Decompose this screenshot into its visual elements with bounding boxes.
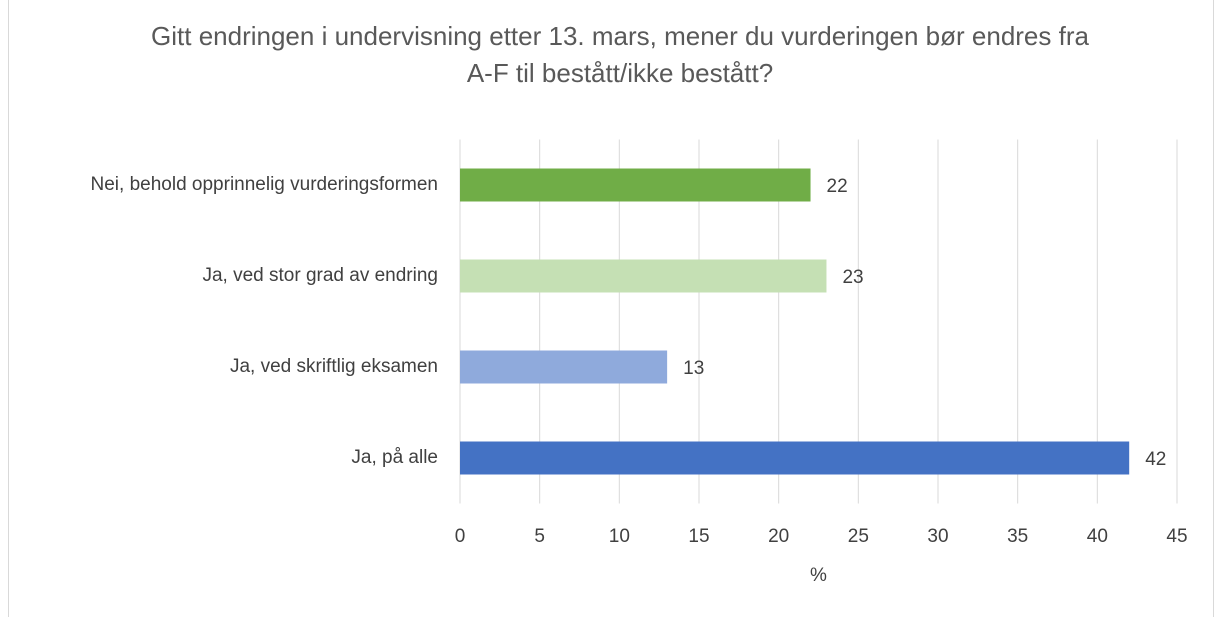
x-tick-label: 45 (1166, 526, 1187, 547)
y-tick-label: Ja, ved skriftlig eksamen (230, 356, 438, 377)
x-tick-label: 30 (927, 526, 948, 547)
bar (460, 168, 811, 202)
chart-border (8, 0, 1214, 617)
x-axis-label: % (810, 565, 827, 586)
x-tick-label: 5 (534, 526, 545, 547)
bar (460, 441, 1130, 475)
y-tick-label: Nei, behold opprinnelig vurderingsformen (91, 174, 438, 195)
bar (460, 259, 827, 293)
x-tick-label: 0 (455, 526, 466, 547)
x-tick-label: 40 (1087, 526, 1108, 547)
chart-title: Gitt endringen i undervisning etter 13. … (151, 21, 1089, 88)
bar (460, 350, 668, 384)
data-label: 42 (1145, 449, 1166, 470)
data-label: 13 (683, 358, 704, 379)
y-tick-label: Ja, på alle (351, 447, 438, 468)
x-tick-label: 10 (609, 526, 630, 547)
y-tick-label: Ja, ved stor grad av endring (202, 265, 438, 286)
data-label: 22 (827, 176, 848, 197)
x-tick-label: 35 (1007, 526, 1028, 547)
x-tick-label: 25 (848, 526, 869, 547)
x-tick-label: 20 (768, 526, 789, 547)
data-label: 23 (842, 267, 863, 288)
x-tick-label: 15 (688, 526, 709, 547)
